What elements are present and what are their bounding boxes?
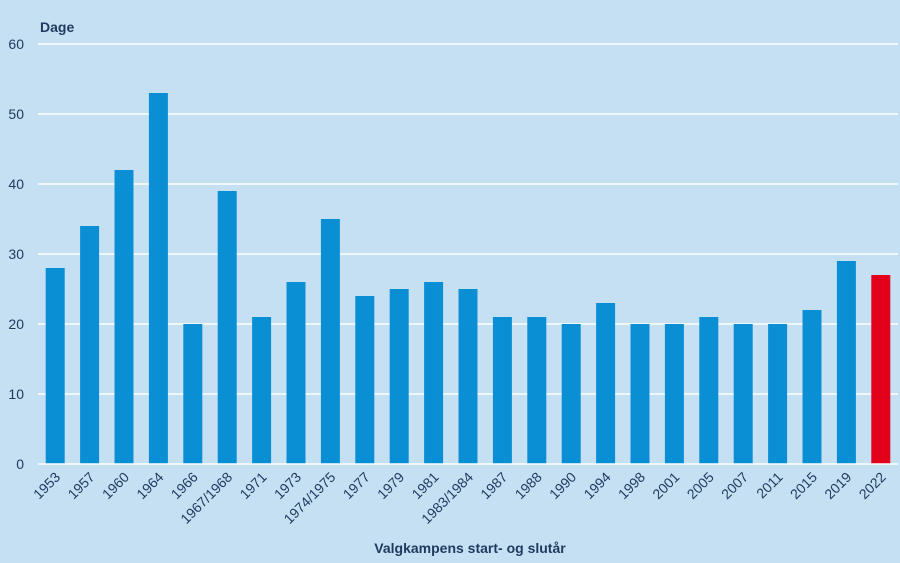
bar-2007 [733, 324, 753, 464]
x-tick-label: 1994 [580, 469, 613, 502]
x-tick-label: 1957 [64, 469, 97, 502]
x-tick-label: 2007 [718, 469, 751, 502]
bar-1983-1984 [458, 289, 478, 464]
x-axis-title: Valgkampens start- og slutår [374, 540, 566, 556]
y-tick-label: 20 [8, 316, 24, 332]
x-tick-label: 1990 [546, 469, 579, 502]
bar-1981 [424, 282, 444, 464]
x-tick-label: 1998 [615, 469, 648, 502]
bar-1998 [630, 324, 650, 464]
y-tick-label: 60 [8, 36, 24, 52]
bar-1960 [114, 170, 134, 464]
bar-1973 [286, 282, 306, 464]
y-tick-label: 30 [8, 246, 24, 262]
y-tick-label: 10 [8, 386, 24, 402]
y-tick-label: 0 [16, 456, 24, 472]
x-tick-label: 1977 [340, 469, 373, 502]
bar-1979 [389, 289, 409, 464]
y-axis-ticks: 0 10 20 30 40 50 60 [8, 36, 24, 472]
bar-2001 [664, 324, 684, 464]
x-tick-label: 1971 [236, 469, 269, 502]
gridlines [38, 43, 898, 395]
bar-2022 [871, 275, 891, 464]
y-tick-label: 40 [8, 176, 24, 192]
bar-1957 [80, 226, 100, 464]
bar-1953 [45, 268, 65, 464]
bar-2019 [836, 261, 856, 464]
y-axis-title: Dage [40, 19, 74, 35]
bar-1988 [527, 317, 547, 464]
x-tick-label: 1988 [512, 469, 545, 502]
bars [45, 93, 891, 464]
x-tick-label: 2022 [856, 469, 889, 502]
bar-1977 [355, 296, 375, 464]
bar-1971 [252, 317, 272, 464]
x-tick-label: 1964 [133, 469, 166, 502]
x-tick-label: 2011 [753, 469, 786, 502]
x-tick-label: 1953 [30, 469, 63, 502]
x-tick-label: 1987 [477, 469, 510, 502]
bar-1987 [492, 317, 512, 464]
x-tick-label: 2001 [649, 469, 682, 502]
x-tick-label: 1960 [99, 469, 132, 502]
bar-1994 [596, 303, 616, 464]
x-tick-label: 2005 [684, 469, 717, 502]
bar-2011 [768, 324, 788, 464]
bar-1966 [183, 324, 203, 464]
bar-2015 [802, 310, 822, 464]
bar-1964 [148, 93, 168, 464]
bar-1974-1975 [320, 219, 340, 464]
x-tick-label: 1979 [374, 469, 407, 502]
x-tick-label: 2015 [787, 469, 820, 502]
x-tick-label: 2019 [821, 469, 854, 502]
bar-1967-1968 [217, 191, 237, 464]
bar-1990 [561, 324, 581, 464]
y-tick-label: 50 [8, 106, 24, 122]
bar-2005 [699, 317, 719, 464]
